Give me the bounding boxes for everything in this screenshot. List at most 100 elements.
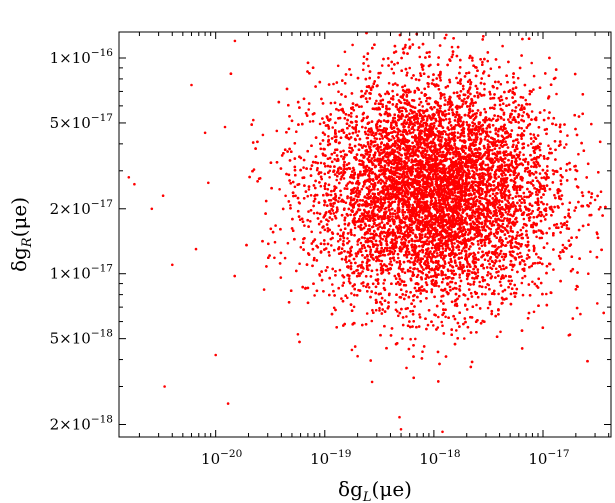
data-point (307, 188, 311, 191)
data-point (519, 228, 523, 232)
data-point (559, 123, 562, 126)
data-point (487, 259, 490, 263)
data-point (393, 209, 397, 213)
data-point (385, 179, 388, 183)
data-point (318, 122, 322, 126)
data-point (484, 286, 488, 289)
data-point (404, 43, 407, 47)
data-point (350, 348, 354, 352)
data-point (261, 133, 265, 137)
data-point (296, 333, 300, 336)
data-point (357, 105, 361, 108)
data-point (538, 172, 542, 175)
data-point (310, 230, 314, 234)
data-point (418, 55, 422, 59)
data-point (451, 230, 454, 234)
data-point (337, 109, 341, 112)
data-point (331, 126, 335, 129)
data-point (365, 312, 369, 315)
data-point (401, 235, 405, 239)
data-point (460, 205, 463, 208)
data-point (337, 90, 340, 93)
data-point (486, 163, 490, 167)
data-point (596, 302, 599, 305)
data-point (486, 306, 490, 310)
data-point (356, 354, 359, 358)
data-point (338, 268, 342, 272)
data-point (510, 159, 514, 163)
data-point (446, 100, 450, 104)
data-point (524, 98, 527, 102)
data-point (348, 132, 351, 136)
data-point (502, 252, 506, 256)
data-point (551, 169, 555, 172)
data-point (520, 281, 524, 285)
data-point (481, 60, 484, 64)
data-point (492, 180, 495, 184)
data-point (330, 244, 333, 247)
data-point (478, 280, 482, 284)
data-point (479, 113, 482, 117)
data-point (350, 170, 354, 173)
data-point (333, 158, 337, 161)
data-point (471, 169, 474, 173)
data-point (303, 224, 306, 227)
data-point (444, 99, 447, 102)
data-point (360, 105, 363, 108)
data-point (546, 169, 549, 172)
data-point (531, 280, 534, 284)
data-point (542, 215, 546, 218)
data-point (273, 240, 277, 244)
data-point (433, 271, 437, 275)
data-point (284, 194, 287, 198)
data-point (376, 273, 379, 276)
data-point (414, 337, 417, 341)
data-point (478, 168, 482, 171)
data-point (567, 212, 570, 215)
data-point (437, 285, 441, 288)
data-point (501, 44, 504, 48)
data-point (529, 132, 532, 136)
data-point (489, 67, 493, 70)
data-point (498, 146, 501, 150)
data-point (536, 261, 539, 265)
data-point (491, 117, 495, 121)
data-point (520, 232, 524, 236)
data-point (431, 173, 435, 176)
data-point (387, 155, 390, 159)
data-point (380, 64, 384, 67)
data-point (313, 294, 316, 297)
data-point (369, 127, 373, 130)
data-point (536, 193, 539, 196)
data-point (589, 250, 592, 253)
data-point (459, 132, 462, 136)
data-point (416, 169, 419, 173)
data-point (519, 195, 523, 198)
data-point (405, 366, 408, 370)
data-point (410, 257, 413, 260)
data-point (530, 61, 533, 65)
data-point (362, 55, 366, 58)
data-point (411, 131, 415, 134)
data-point (372, 134, 376, 137)
data-point (405, 255, 409, 259)
data-point (441, 136, 444, 139)
data-point (516, 76, 520, 80)
data-point (302, 166, 305, 169)
data-point (329, 193, 333, 197)
data-point (504, 211, 508, 214)
data-point (520, 127, 523, 130)
data-point (577, 152, 580, 156)
data-point (257, 177, 261, 180)
data-point (451, 53, 455, 56)
data-point (340, 297, 343, 300)
data-point (418, 97, 421, 101)
data-point (427, 168, 430, 171)
data-point (408, 112, 411, 115)
data-point (398, 172, 402, 176)
data-point (405, 315, 408, 318)
data-point (389, 260, 393, 263)
data-point (346, 182, 350, 185)
data-point (532, 88, 535, 91)
data-point (492, 161, 495, 165)
